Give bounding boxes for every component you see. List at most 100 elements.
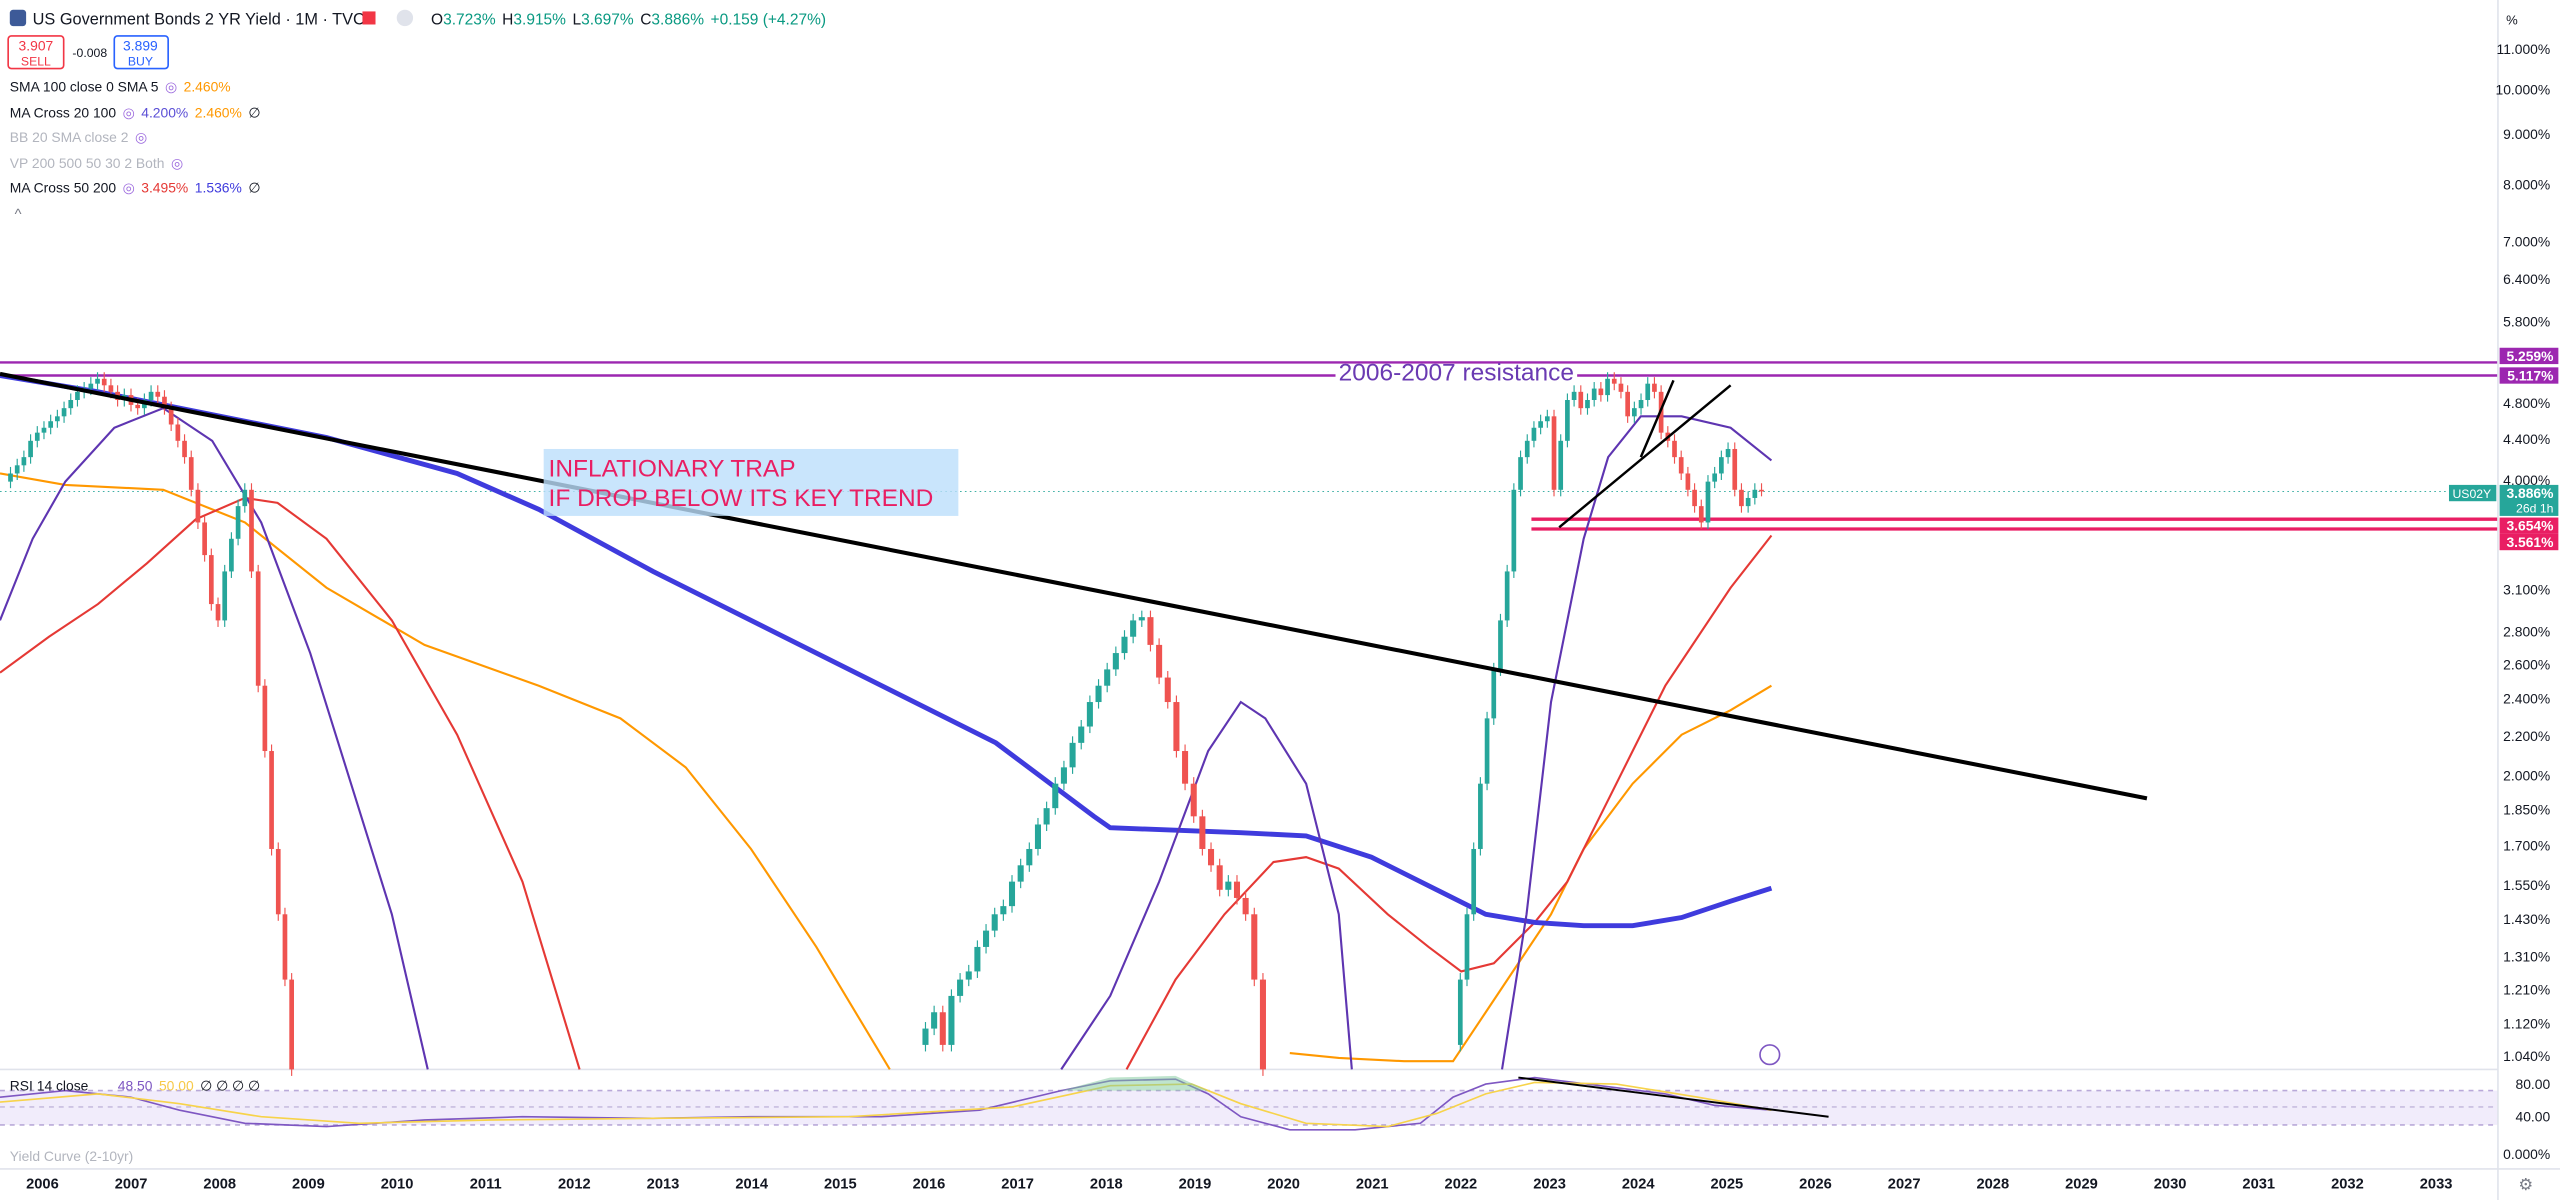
price-tag bbox=[2499, 367, 2559, 384]
candle-body bbox=[229, 538, 234, 572]
price-tick-label: 1.210% bbox=[2503, 981, 2550, 997]
candle-body bbox=[8, 473, 13, 482]
time-tick-label: 2030 bbox=[2154, 1177, 2187, 1193]
trap-box bbox=[543, 448, 959, 516]
price-tag bbox=[2499, 533, 2559, 551]
time-tick-label: 2033 bbox=[2420, 1177, 2453, 1193]
candle-body bbox=[1251, 914, 1258, 980]
price-tag-label: 3.561% bbox=[2506, 534, 2553, 550]
indicator-row: MA Cross 20 100 ◎ 4.200% 2.460% ∅ bbox=[10, 105, 261, 121]
ohlc-change: +0.159 (+4.27%) bbox=[711, 11, 826, 28]
indicator-value: 4.200% bbox=[141, 105, 188, 121]
price-tick-label: 4.000% bbox=[2503, 472, 2550, 488]
candle-body bbox=[1518, 457, 1523, 490]
indicator-icon: ◎ bbox=[165, 78, 177, 94]
buy-label: BUY bbox=[128, 54, 153, 68]
candle-body bbox=[1759, 489, 1764, 492]
candle-body bbox=[1000, 906, 1007, 915]
candle-body bbox=[1008, 881, 1016, 907]
sell-button[interactable] bbox=[7, 35, 65, 70]
rsi-value: ∅ ∅ ∅ ∅ bbox=[200, 1078, 260, 1094]
candle-body bbox=[1645, 383, 1651, 400]
candle-body bbox=[1719, 457, 1724, 474]
buy-button[interactable] bbox=[113, 35, 169, 70]
price-tag-label: 3.886% bbox=[2506, 485, 2553, 501]
candle-body bbox=[1625, 391, 1630, 417]
candle-body bbox=[55, 416, 60, 422]
countdown: 26d 1h bbox=[2516, 502, 2554, 516]
candle-body bbox=[1121, 636, 1128, 654]
indicator-name: SMA 100 close 0 SMA 5 bbox=[10, 78, 159, 94]
candle-body bbox=[1578, 391, 1584, 409]
symbol-tag-label: US02Y bbox=[2452, 487, 2491, 501]
flag-marker[interactable] bbox=[362, 11, 376, 25]
ma-purple bbox=[0, 406, 429, 1070]
trap-label: INFLATIONARY TRAP bbox=[549, 456, 796, 483]
candle-body bbox=[1752, 489, 1758, 498]
time-tick-label: 2009 bbox=[292, 1177, 325, 1193]
candle-body bbox=[101, 378, 107, 386]
candle-body bbox=[1208, 848, 1215, 866]
flag-icon bbox=[9, 9, 27, 27]
ma-red bbox=[1125, 534, 1773, 1070]
price-tag-label: 3.654% bbox=[2506, 518, 2553, 534]
price-tick-label: 9.000% bbox=[2503, 126, 2550, 142]
price-tick-label: 1.040% bbox=[2503, 1048, 2550, 1064]
indicator-value: 2.460% bbox=[195, 105, 242, 121]
ohlc: O3.723% H3.915% L3.697% C3.886% +0.159 (+4.2… bbox=[431, 11, 826, 28]
time-tick-label: 2012 bbox=[558, 1177, 591, 1193]
candle-body bbox=[34, 432, 40, 441]
price-tick-label: 80.00 bbox=[2516, 1076, 2551, 1092]
price-tick-label: 40.00 bbox=[2516, 1109, 2551, 1125]
ohlc-key: O bbox=[431, 11, 443, 28]
candle-body bbox=[222, 571, 228, 621]
axis-unit: % bbox=[2506, 12, 2518, 27]
candle-body bbox=[61, 408, 67, 417]
candle-body bbox=[1712, 473, 1718, 482]
candle-body bbox=[1558, 440, 1564, 490]
price-tick-label: 0.000% bbox=[2503, 1146, 2550, 1162]
price-tick-label: 10.000% bbox=[2495, 82, 2550, 98]
rsi-value: 48.50 bbox=[118, 1078, 153, 1094]
candle-body bbox=[148, 391, 154, 400]
sell-price: 3.907 bbox=[19, 38, 54, 54]
time-tick-label: 2022 bbox=[1445, 1177, 1478, 1193]
candle-body bbox=[1086, 702, 1093, 727]
candle-body bbox=[939, 1012, 946, 1045]
indicator-row: MA Cross 50 200 ◎ 3.495% 1.536% ∅ bbox=[10, 180, 261, 196]
price-tag bbox=[2499, 484, 2559, 516]
candle-body bbox=[1725, 448, 1731, 458]
candle-body bbox=[1678, 457, 1684, 474]
price-tick-label: 1.550% bbox=[2503, 877, 2550, 893]
candle-body bbox=[168, 408, 174, 425]
candle-body bbox=[1698, 506, 1704, 523]
ohlc-key: H bbox=[502, 11, 513, 28]
sma-line bbox=[0, 472, 891, 1070]
candle-body bbox=[1164, 677, 1171, 703]
settings-icon[interactable]: ⚙ bbox=[2518, 1176, 2533, 1194]
event-icon[interactable] bbox=[1759, 1044, 1781, 1066]
price-tick-label: 7.000% bbox=[2503, 234, 2550, 250]
time-tick-label: 2013 bbox=[647, 1177, 680, 1193]
candle-body bbox=[1524, 440, 1530, 458]
candle-body bbox=[1591, 388, 1597, 400]
candle-body bbox=[1147, 617, 1154, 645]
sell-label: SELL bbox=[21, 54, 51, 68]
indicator-value: ∅ bbox=[248, 105, 260, 121]
candle-body bbox=[1216, 865, 1223, 890]
candle-body bbox=[1078, 726, 1085, 743]
collapse-button[interactable] bbox=[396, 9, 414, 27]
price-tick-label: 1.120% bbox=[2503, 1016, 2550, 1032]
candle-body bbox=[1632, 408, 1637, 417]
candle-body bbox=[1571, 391, 1577, 400]
price-tick-label: 3.100% bbox=[2503, 581, 2550, 597]
ohlc-value: 3.723% bbox=[443, 11, 496, 28]
candle-body bbox=[1598, 388, 1604, 396]
candle-body bbox=[269, 751, 274, 849]
candle-body bbox=[68, 400, 74, 409]
price-tick-label: 2.400% bbox=[2503, 691, 2550, 707]
candle-body bbox=[1652, 383, 1657, 392]
time-tick-label: 2025 bbox=[1711, 1177, 1744, 1193]
candle-body bbox=[1605, 378, 1610, 396]
